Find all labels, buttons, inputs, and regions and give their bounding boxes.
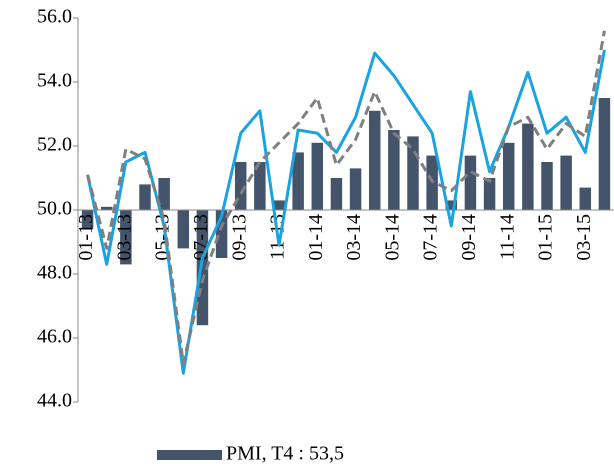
bar (445, 200, 458, 210)
bar (541, 162, 553, 210)
y-tick-label: 44.0 (37, 390, 72, 412)
legend-label: PMI, T4 : 53,5 (226, 443, 344, 464)
bar (330, 178, 343, 210)
y-tick-label: 48.0 (37, 262, 72, 284)
bar (579, 187, 592, 210)
bar (100, 206, 113, 210)
y-tick-label: 56.0 (37, 6, 72, 28)
x-tick-label: 07-13 (190, 214, 212, 261)
x-tick-label: 11-14 (496, 214, 518, 260)
x-tick-label: 03-14 (343, 214, 365, 261)
y-tick-label: 54.0 (37, 70, 72, 92)
x-tick-label: 03-15 (573, 214, 595, 261)
bar (349, 168, 362, 210)
bar (598, 98, 611, 210)
y-tick-label: 52.0 (37, 134, 72, 156)
bar (464, 155, 477, 210)
x-tick-label: 01-14 (305, 214, 327, 261)
bar (560, 155, 572, 210)
bar (234, 162, 247, 210)
x-tick-label: 03-13 (113, 214, 135, 261)
x-tick-label: 01-15 (535, 214, 557, 261)
line (86, 30, 606, 366)
legend-swatch (157, 450, 222, 460)
bar (120, 210, 132, 265)
x-tick-label: 07-14 (420, 214, 442, 261)
x-tick-label: 01-13 (75, 214, 97, 261)
bar (158, 178, 170, 210)
bar (407, 136, 419, 210)
bar (368, 110, 381, 210)
bar (215, 210, 228, 258)
y-tick-label: 50.0 (37, 198, 72, 220)
bar (177, 210, 190, 249)
x-tick-label: 05-14 (381, 214, 403, 261)
bar (273, 200, 285, 210)
bar (311, 142, 324, 210)
bar (196, 210, 209, 326)
bar (502, 142, 515, 210)
y-tick-label: 46.0 (37, 326, 72, 348)
bar (388, 130, 400, 210)
bar (139, 184, 151, 210)
x-tick-label: 09-14 (458, 214, 480, 261)
bar (483, 178, 496, 210)
x-tick-label: 09-13 (228, 214, 250, 261)
bar (81, 210, 94, 230)
bar (254, 162, 266, 210)
bar (292, 152, 304, 210)
bar (522, 123, 534, 210)
line (86, 49, 606, 375)
